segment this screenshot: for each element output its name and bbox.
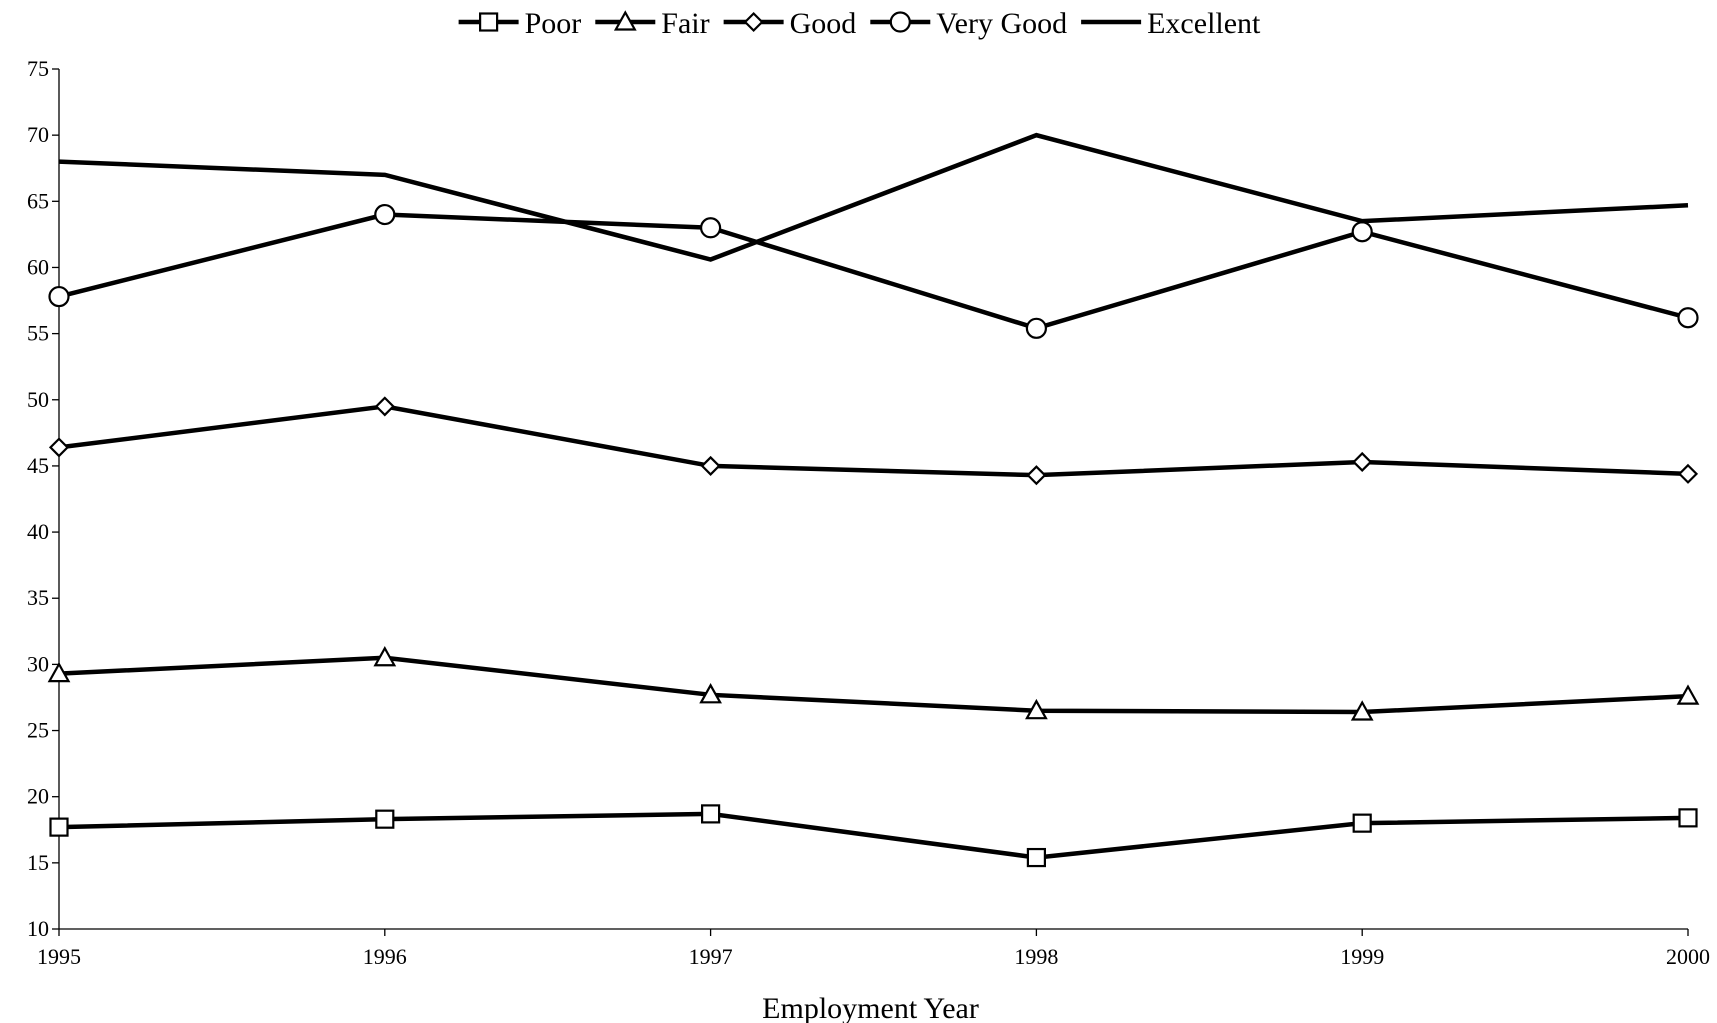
legend-item: Poor: [458, 7, 582, 40]
y-tick-label: 65: [27, 188, 49, 213]
series-line-excellent: [58, 132, 1689, 262]
legend: Poor Fair Good Very Good Excellent: [458, 7, 1261, 40]
data-point-good: [700, 455, 721, 476]
data-point-good: [1026, 465, 1047, 486]
y-tick-label: 20: [27, 784, 49, 809]
series-line-very-good: [58, 212, 1689, 331]
legend-label: Excellent: [1147, 7, 1261, 40]
x-tick-label: 2000: [1666, 944, 1710, 969]
data-point-poor: [1678, 808, 1698, 828]
legend-item: Excellent: [1081, 7, 1261, 40]
series-very-good: [48, 203, 1699, 339]
data-point-fair: [1025, 698, 1048, 720]
y-tick-label: 45: [27, 453, 49, 478]
series-line-fair: [58, 655, 1689, 715]
data-point-fair: [699, 683, 722, 704]
y-tick-label: 70: [27, 122, 49, 147]
data-point-fair: [373, 646, 397, 667]
y-tick-label: 40: [27, 519, 49, 544]
data-point-very-good: [1677, 307, 1699, 329]
y-tick-label: 50: [27, 387, 49, 412]
y-tick-label: 15: [27, 850, 49, 875]
legend-marker: [479, 12, 499, 32]
data-point-very-good: [374, 203, 396, 226]
data-point-fair: [1350, 700, 1374, 721]
y-tick-label: 55: [27, 321, 49, 346]
data-point-good: [48, 437, 70, 458]
series-line-poor: [58, 811, 1689, 860]
legend-label: Fair: [661, 7, 709, 40]
data-point-fair: [47, 661, 71, 683]
data-point-very-good: [1025, 317, 1048, 339]
series-fair: [47, 646, 1700, 721]
data-point-very-good: [699, 217, 722, 239]
data-point-poor: [700, 804, 721, 824]
x-tick-label: 1999: [1340, 944, 1384, 969]
data-point-very-good: [48, 285, 70, 308]
legend-label: Good: [790, 7, 857, 40]
y-tick-label: 10: [27, 916, 49, 941]
data-point-very-good: [1351, 221, 1373, 243]
y-tick-label: 30: [27, 651, 49, 676]
data-point-poor: [1352, 813, 1372, 833]
y-tick-label: 35: [27, 585, 49, 610]
series-poor: [49, 804, 1698, 868]
x-axis-title: Employment Year: [762, 992, 979, 1023]
legend-marker: [613, 10, 637, 31]
x-axis: 1995 1996 1997 1998 1999 2000: [37, 928, 1710, 969]
data-point-good: [374, 396, 395, 417]
y-tick-label: 75: [27, 56, 49, 81]
x-tick-label: 1998: [1014, 944, 1058, 969]
legend-item: Good: [723, 7, 857, 40]
data-point-poor: [375, 809, 395, 829]
data-point-good: [1352, 451, 1373, 473]
series-excellent: [58, 132, 1689, 262]
data-point-poor: [1026, 847, 1047, 868]
y-axis: 10 15 20 25 30 35 40 45 50 55 60 65 70 75: [27, 56, 60, 941]
legend-marker: [743, 11, 764, 33]
legend-label: Very Good: [936, 7, 1067, 40]
data-point-fair: [1676, 684, 1700, 705]
data-point-good: [1677, 463, 1699, 484]
series-line-good: [58, 404, 1689, 478]
legend-marker: [889, 11, 911, 33]
y-tick-label: 25: [27, 718, 49, 743]
y-tick-label: 60: [27, 254, 49, 279]
x-tick-label: 1995: [37, 944, 81, 969]
series-good: [48, 396, 1699, 486]
x-tick-label: 1996: [363, 944, 407, 969]
legend-item: Very Good: [870, 7, 1067, 40]
legend-label: Poor: [525, 7, 582, 40]
x-tick-label: 1997: [689, 944, 733, 969]
series-layer: [47, 132, 1700, 868]
legend-item: Fair: [595, 7, 710, 40]
data-point-poor: [49, 817, 69, 837]
